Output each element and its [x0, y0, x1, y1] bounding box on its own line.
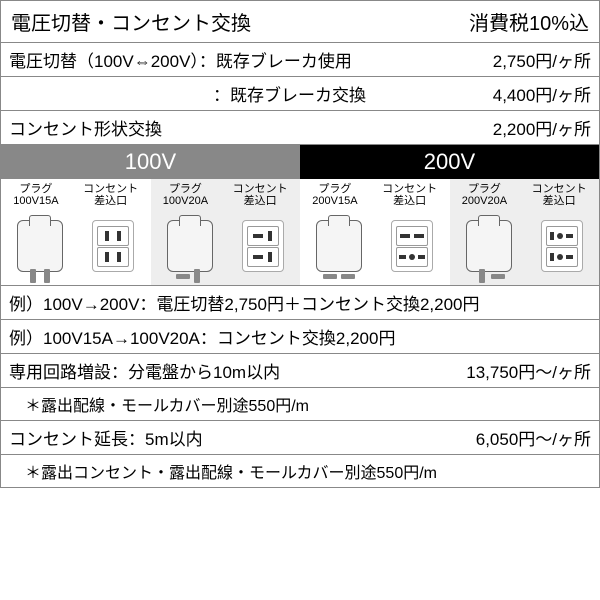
plug-icon [466, 220, 512, 272]
outlet-label: コンセント差込口 [233, 183, 288, 207]
plug-200v15a: プラグ200V15A コンセント差込口 [300, 179, 450, 285]
voltage-header: 100V 200V [1, 145, 599, 179]
label: 電圧切替（100V⇔200V）：既存ブレーカ使用 [9, 47, 493, 72]
outlet-icon [391, 220, 433, 272]
plug-grid: プラグ100V15A コンセント差込口 プラグ100V20A コンセント差込口 プラ… [1, 179, 599, 286]
text: 例）100V15A→100V20A：コンセント交換2,200円 [9, 324, 591, 349]
circuit-note: ＊露出配線・モールカバー別途550円/m [1, 388, 599, 421]
price: 4,400円/ヶ所 [493, 81, 591, 106]
header-100v: 100V [1, 145, 300, 179]
price: 2,750円/ヶ所 [493, 47, 591, 72]
plug-200v20a: プラグ200V20A コンセント差込口 [450, 179, 600, 285]
price: 6,050円〜/ヶ所 [476, 425, 591, 450]
outlet-label: コンセント差込口 [382, 183, 437, 207]
row-outlet-shape: コンセント形状交換 2,200円/ヶ所 [1, 111, 599, 145]
plug-label: プラグ200V15A [312, 183, 357, 207]
label: 専用回路増設：分電盤から10m以内 [9, 358, 466, 383]
plug-label: プラグ200V20A [462, 183, 507, 207]
row-extend: コンセント延長：5m以内 6,050円〜/ヶ所 [1, 421, 599, 455]
title: 電圧切替・コンセント交換 [11, 7, 251, 36]
price: 13,750円〜/ヶ所 [466, 358, 591, 383]
row-circuit: 専用回路増設：分電盤から10m以内 13,750円〜/ヶ所 [1, 354, 599, 388]
outlet-icon [541, 220, 583, 272]
tax-note: 消費税10%込 [469, 7, 589, 36]
price: 2,200円/ヶ所 [493, 115, 591, 140]
plug-icon [167, 220, 213, 272]
label: コンセント形状交換 [9, 115, 493, 140]
label: コンセント延長：5m以内 [9, 425, 476, 450]
plug-label: プラグ100V15A [13, 183, 58, 207]
outlet-label: コンセント差込口 [532, 183, 587, 207]
row-voltage-replace: ：既存ブレーカ交換 4,400円/ヶ所 [1, 77, 599, 111]
outlet-label: コンセント差込口 [83, 183, 138, 207]
plug-label: プラグ100V20A [163, 183, 208, 207]
example-1: 例）100V→200V：電圧切替2,750円＋コンセント交換2,200円 [1, 286, 599, 320]
label: ：既存ブレーカ交換 [9, 81, 493, 106]
example-2: 例）100V15A→100V20A：コンセント交換2,200円 [1, 320, 599, 354]
header-row: 電圧切替・コンセント交換 消費税10%込 [1, 1, 599, 43]
text: 例）100V→200V：電圧切替2,750円＋コンセント交換2,200円 [9, 290, 591, 315]
row-voltage-existing: 電圧切替（100V⇔200V）：既存ブレーカ使用 2,750円/ヶ所 [1, 43, 599, 77]
header-200v: 200V [300, 145, 599, 179]
plug-100v15a: プラグ100V15A コンセント差込口 [1, 179, 151, 285]
extend-note: ＊露出コンセント・露出配線・モールカバー別途550円/m [1, 455, 599, 487]
price-table: 電圧切替・コンセント交換 消費税10%込 電圧切替（100V⇔200V）：既存ブ… [0, 0, 600, 488]
outlet-icon [242, 220, 284, 272]
plug-icon [17, 220, 63, 272]
outlet-icon [92, 220, 134, 272]
plug-100v20a: プラグ100V20A コンセント差込口 [151, 179, 301, 285]
plug-icon [316, 220, 362, 272]
